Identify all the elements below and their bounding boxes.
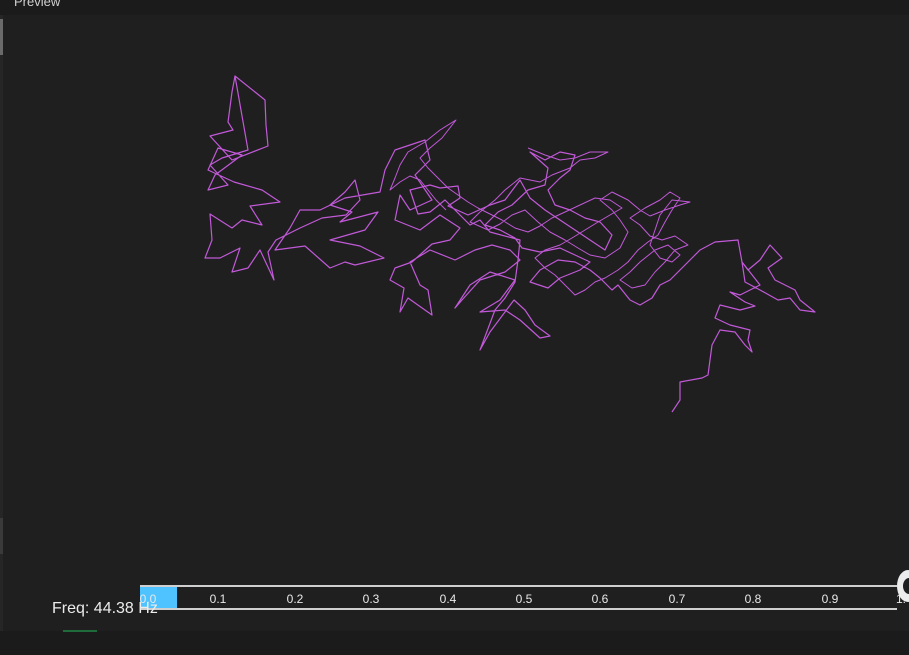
left-scrollbar-thumb[interactable] [0,19,3,55]
left-scrollbar-thumb-lower[interactable] [0,518,3,554]
trace-polyline [204,75,816,413]
panel-title: Preview [14,0,61,9]
timeline-tick: 0.6 [591,592,609,606]
timeline-tick: 0.9 [821,592,839,606]
timeline-tick: 0.3 [362,592,380,606]
timeline-tick: 0.8 [744,592,762,606]
timeline-cursor[interactable] [140,587,177,608]
timeline-tick: 0.7 [668,592,686,606]
playhead-knob-inner [903,578,909,594]
frequency-underline [63,630,97,632]
left-scrollbar[interactable] [0,15,3,631]
timeline-bar[interactable]: 0.0 0.1 0.2 0.3 0.4 0.5 0.6 0.7 0.8 0.9 … [139,585,906,610]
trace-polyline-cluster [389,119,691,296]
frequency-readout: Freq: 44.38 Hz [52,600,158,617]
timeline-tick: 0.1 [209,592,227,606]
timeline-tick: 0.0 [139,592,157,606]
timeline-tick: 0.2 [286,592,304,606]
timeline-tick: 0.5 [515,592,533,606]
preview-canvas[interactable] [0,15,909,631]
timeline-tick: 0.4 [439,592,457,606]
